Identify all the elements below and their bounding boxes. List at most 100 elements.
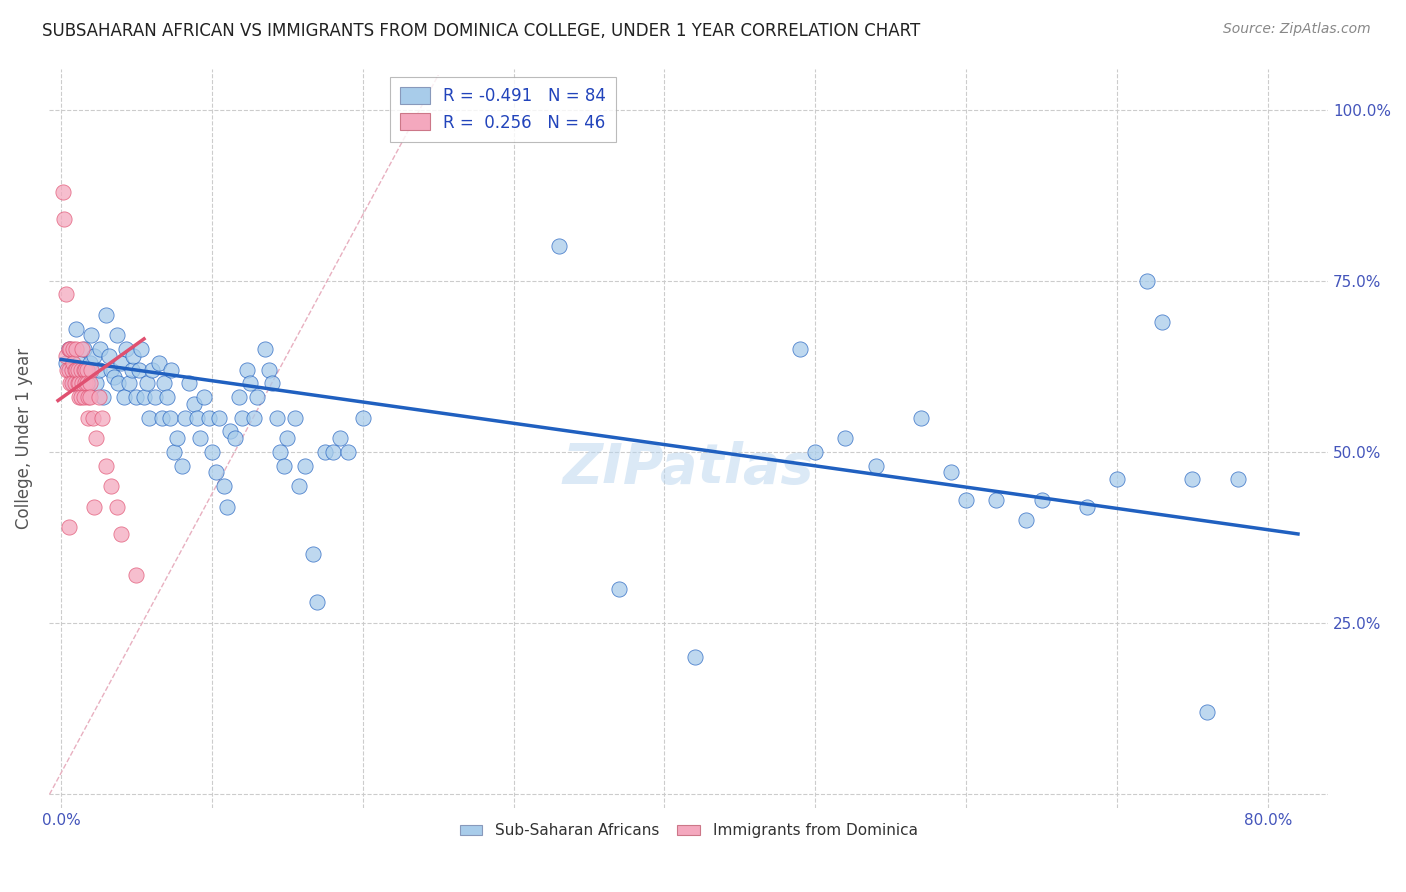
Point <box>288 479 311 493</box>
Point <box>105 500 128 514</box>
Point <box>156 390 179 404</box>
Point <box>60 362 83 376</box>
Point <box>329 431 352 445</box>
Point <box>132 390 155 404</box>
Point <box>91 390 114 404</box>
Point <box>322 445 344 459</box>
Point <box>98 349 121 363</box>
Point <box>179 376 201 391</box>
Point <box>273 458 295 473</box>
Point <box>955 492 977 507</box>
Point <box>804 445 827 459</box>
Point <box>231 410 253 425</box>
Point <box>84 376 107 391</box>
Point <box>100 362 122 376</box>
Point <box>67 356 90 370</box>
Point <box>143 390 166 404</box>
Point <box>90 410 112 425</box>
Point <box>170 458 193 473</box>
Point <box>103 369 125 384</box>
Text: ZIPatlas: ZIPatlas <box>562 441 814 495</box>
Point <box>65 321 87 335</box>
Point <box>56 362 79 376</box>
Point <box>266 410 288 425</box>
Point <box>73 342 96 356</box>
Point <box>138 410 160 425</box>
Point <box>75 376 97 391</box>
Point <box>986 492 1008 507</box>
Point <box>77 410 100 425</box>
Point <box>269 445 291 459</box>
Point <box>55 356 77 370</box>
Point <box>834 431 856 445</box>
Point <box>939 466 962 480</box>
Text: Source: ZipAtlas.com: Source: ZipAtlas.com <box>1223 22 1371 37</box>
Point <box>96 458 118 473</box>
Point <box>107 376 129 391</box>
Point <box>219 425 242 439</box>
Point <box>224 431 246 445</box>
Point <box>215 500 238 514</box>
Point <box>173 410 195 425</box>
Point <box>789 342 811 356</box>
Point <box>212 479 235 493</box>
Point <box>70 342 93 356</box>
Point <box>122 349 145 363</box>
Point <box>118 376 141 391</box>
Point <box>235 362 257 376</box>
Point <box>76 362 98 376</box>
Point <box>547 239 569 253</box>
Point <box>79 376 101 391</box>
Point <box>115 342 138 356</box>
Point <box>58 342 80 356</box>
Point <box>80 362 103 376</box>
Point <box>82 410 104 425</box>
Point <box>58 520 80 534</box>
Point <box>1076 500 1098 514</box>
Point <box>276 431 298 445</box>
Point <box>79 390 101 404</box>
Point <box>1226 472 1249 486</box>
Y-axis label: College, Under 1 year: College, Under 1 year <box>15 348 32 529</box>
Point <box>163 445 186 459</box>
Point <box>96 308 118 322</box>
Point <box>208 410 231 425</box>
Point <box>67 390 90 404</box>
Point <box>141 362 163 376</box>
Point <box>136 376 159 391</box>
Point <box>228 390 250 404</box>
Point <box>59 342 82 356</box>
Point <box>59 376 82 391</box>
Point <box>1152 315 1174 329</box>
Point <box>183 397 205 411</box>
Point <box>69 390 91 404</box>
Point <box>112 390 135 404</box>
Point <box>55 349 77 363</box>
Point <box>60 376 83 391</box>
Point <box>62 376 84 391</box>
Point <box>67 376 90 391</box>
Point <box>83 500 105 514</box>
Point <box>152 376 174 391</box>
Point <box>77 390 100 404</box>
Point <box>262 376 284 391</box>
Point <box>865 458 887 473</box>
Point <box>160 362 183 376</box>
Point <box>188 431 211 445</box>
Point <box>60 362 83 376</box>
Point <box>607 582 630 596</box>
Point <box>129 342 152 356</box>
Point <box>66 376 89 391</box>
Point <box>62 342 84 356</box>
Point <box>1031 492 1053 507</box>
Point <box>84 431 107 445</box>
Point <box>243 410 266 425</box>
Point <box>1197 705 1219 719</box>
Point <box>69 369 91 384</box>
Point <box>87 362 110 376</box>
Point <box>1105 472 1128 486</box>
Point <box>205 466 228 480</box>
Point <box>150 410 173 425</box>
Point <box>302 548 325 562</box>
Point <box>87 390 110 404</box>
